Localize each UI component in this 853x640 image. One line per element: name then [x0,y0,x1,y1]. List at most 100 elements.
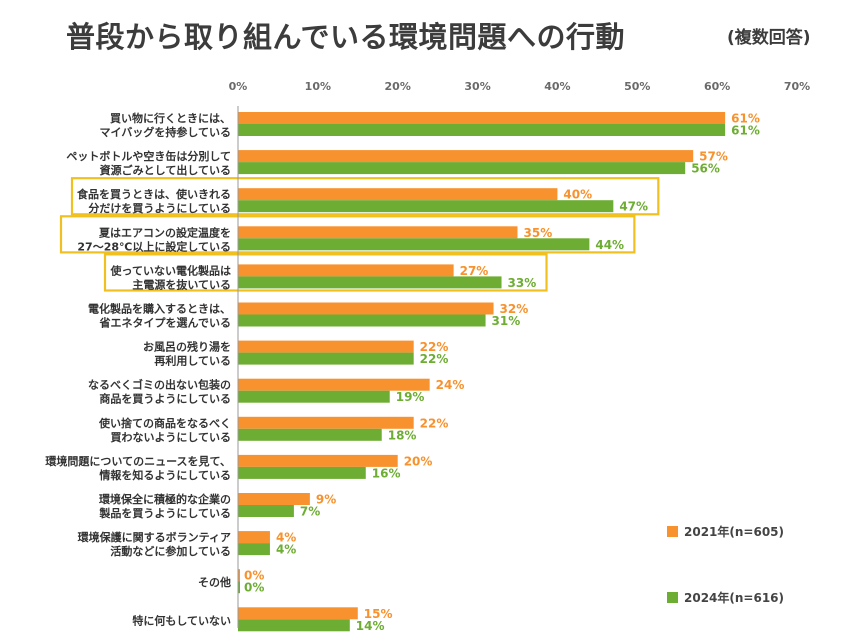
legend-swatch [667,526,678,537]
category-label: お風呂の残り湯を [143,340,231,354]
bar-2024 [238,619,350,632]
category-label: 夏はエアコンの設定温度を [99,225,231,239]
value-label: 22% [420,352,449,366]
bar-2021 [238,302,494,315]
highlight-box [59,215,636,254]
bar-2021 [238,607,358,620]
value-label: 24% [436,378,465,392]
bar-2024 [238,200,614,213]
bar-2024 [238,314,486,327]
bars [238,112,726,632]
value-label: 56% [691,162,720,176]
legend-label: 2024年(n=616) [684,590,784,605]
x-tick-label: 60% [704,80,730,93]
bar-2024 [238,124,726,136]
value-label: 44% [595,238,624,252]
bar-2021 [238,454,398,467]
bar-2021 [238,378,430,391]
category-label: 資源ごみとして出している [100,163,231,177]
value-label: 14% [356,619,385,633]
highlight-box [103,253,548,292]
category-label: 製品を買うようにしている [98,506,231,520]
category-label: 食品を買うときは、使いきれる [77,187,231,201]
bar-2021 [238,264,454,277]
category-label: 使っていない電化製品は [110,263,231,277]
bar-2021 [238,112,726,124]
value-labels: 61%61%57%56%40%47%35%44%27%33%32%31%22%2… [244,112,760,633]
value-label: 15% [364,607,393,621]
value-label: 35% [524,226,553,240]
bar-2024 [238,505,294,517]
value-label: 0% [244,581,264,595]
value-label: 4% [276,531,296,545]
category-label: 環境問題についてのニュースを見て、 [45,454,231,468]
value-label: 27% [460,264,489,278]
category-label: 分だけを買うようにしている [88,201,231,215]
value-label: 19% [396,390,425,404]
bar-2021 [238,416,414,429]
x-tick-label: 70% [784,80,810,93]
value-label: 4% [276,543,296,557]
x-tick-label: 20% [385,80,411,93]
bar-2024 [238,276,502,289]
category-labels: 買い物に行くときには、マイバッグを持参しているペットボトルや空き缶は分別して資源… [45,111,231,627]
category-label: その他 [198,575,231,589]
title-area: 普段から取り組んでいる環境問題への行動 (複数回答) [0,8,853,58]
legend-swatch [667,592,678,603]
category-label: 活動などに参加している [110,544,231,558]
category-label: 使い捨ての商品をなるべく [98,416,231,430]
bar-2024 [238,238,590,251]
category-label: 電化製品を購入するときは、 [88,302,231,316]
value-label: 7% [300,505,320,519]
value-label: 16% [372,466,401,480]
highlight-box [70,177,660,216]
bar-2024 [238,466,366,479]
category-label: 特に何もしていない [132,613,231,627]
bar-2024 [238,428,382,441]
highlight-boxes [59,177,660,292]
x-tick-label: 0% [229,80,248,93]
category-label: 情報を知るようにしている [99,468,231,482]
bar-2021 [238,188,558,201]
value-label: 20% [404,454,433,468]
value-label: 18% [388,428,417,442]
value-label: 22% [420,416,449,430]
legend-label: 2021年(n=605) [684,524,784,539]
category-label: ペットボトルや空き缶は分別して [66,149,231,163]
x-tick-label: 50% [624,80,650,93]
value-label: 0% [244,569,264,583]
value-label: 61% [731,112,760,126]
category-label: 再利用している [154,354,231,368]
category-label: 27～28℃以上に設定している [77,239,231,253]
bar-2021 [238,226,518,239]
category-label: 買い物に行くときには、 [110,111,231,125]
x-tick-label: 40% [544,80,570,93]
value-label: 57% [699,150,728,164]
legend: 2021年(n=605) 2024年(n=616) [667,524,784,605]
value-label: 9% [316,493,336,507]
value-label: 61% [731,124,760,138]
x-tick-label: 30% [464,80,490,93]
value-label: 31% [492,314,521,328]
value-label: 22% [420,340,449,354]
chart-title: 普段から取り組んでいる環境問題への行動 [66,20,626,54]
value-label: 32% [500,302,529,316]
category-label: 環境保護に関するボランティア [78,530,231,544]
bar-2024 [238,581,240,594]
bar-2021 [238,150,694,163]
category-label: 省エネタイプを選んでいる [99,316,231,330]
bar-2021 [238,531,270,544]
bar-2024 [238,390,390,403]
value-label: 40% [563,188,592,202]
bar-2024 [238,162,686,175]
bar-2021 [238,493,310,505]
category-label: 買わないようにしている [111,431,231,444]
value-label: 47% [619,200,648,214]
category-label: 商品を買うようにしている [99,392,231,406]
chart-subtitle: (複数回答) [727,28,811,48]
category-label: 環境保全に積極的な企業の [99,492,231,506]
category-label: マイバッグを持参している [100,125,231,139]
category-label: なるべくゴミの出ない包装の [88,378,231,392]
value-label: 33% [508,276,537,290]
